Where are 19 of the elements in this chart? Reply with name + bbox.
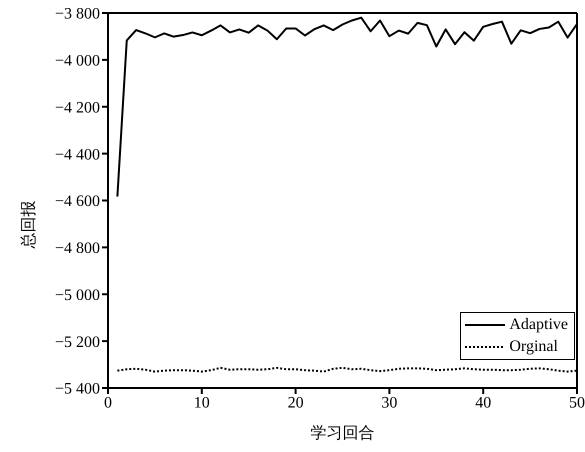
legend-label: Orginal: [509, 337, 558, 357]
legend-label: Adaptive: [509, 315, 568, 335]
x-tick-label: 0: [104, 394, 112, 412]
x-tick-label: 10: [194, 394, 210, 412]
y-tick-label: −4 400: [54, 146, 100, 164]
x-tick-label: 30: [381, 394, 398, 412]
y-tick-label: −5 200: [54, 334, 100, 351]
y-tick-label: −5 000: [54, 286, 100, 304]
y-tick-label: −4 200: [54, 99, 100, 116]
x-tick-label: 50: [569, 394, 585, 412]
x-tick-label: 20: [288, 394, 304, 412]
y-tick-label: −4 600: [54, 193, 100, 210]
y-tick-label: −3 800: [54, 6, 100, 23]
y-tick-label: −4 800: [54, 240, 100, 258]
y-tick-label: −5 400: [54, 380, 100, 398]
x-tick-label: 40: [475, 394, 492, 412]
y-tick-label: −4 000: [54, 52, 100, 70]
x-axis-title: 学习回合: [310, 424, 374, 442]
y-axis-title: 总回报: [20, 200, 38, 250]
